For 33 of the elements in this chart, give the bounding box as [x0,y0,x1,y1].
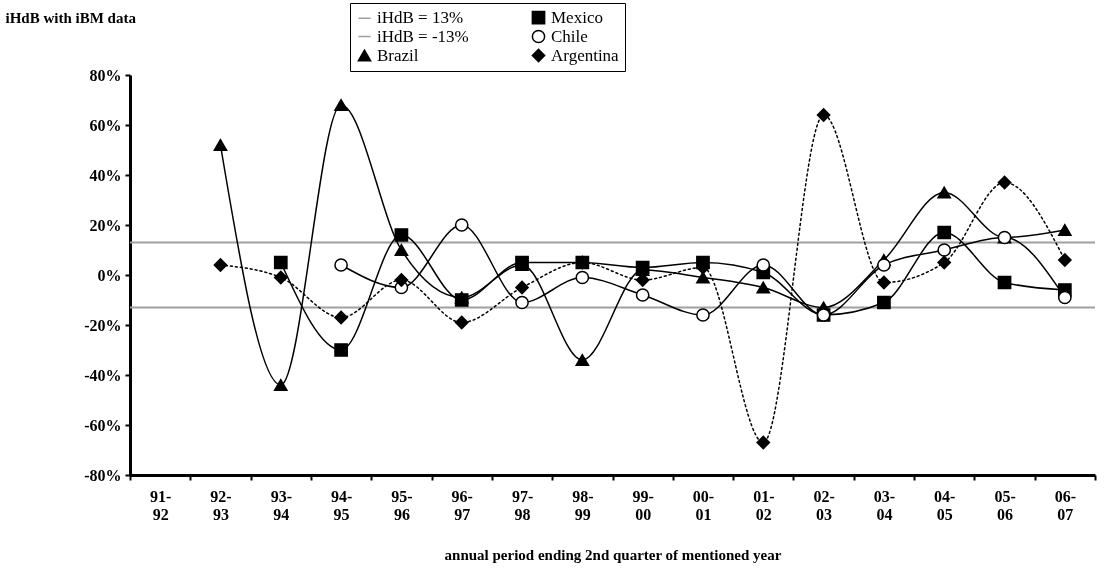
x-tick-label: 00-01 [692,487,715,523]
legend-label: iHdB = -13% [377,26,469,46]
y-tick-label: 40% [89,166,122,184]
x-tick-label: 05-06 [994,487,1016,523]
x-axis-title: annual period ending 2nd quarter of mentioned year [444,546,782,563]
y-tick-label: 80% [89,66,122,84]
x-tick-label: 94-95 [330,487,353,523]
x-tick-label: 95-96 [391,487,413,523]
x-tick-label: 96-97 [451,487,473,523]
legend-label: Mexico [551,7,603,27]
legend-label: Argentina [551,45,620,65]
y-tick-label: -80% [84,466,122,484]
y-tick-label: -20% [84,316,122,334]
x-tick-label: 03-04 [873,487,896,523]
x-tick-label: 92-93 [210,487,232,523]
x-tick-label: 02-03 [813,487,835,523]
x-tick-label: 97-98 [511,487,534,523]
y-tick-label: 0% [97,266,122,284]
x-tick-label: 04-05 [934,487,956,523]
y-tick-label: 60% [89,116,122,134]
legend-label: iHdB = 13% [377,8,464,28]
y-tick-label: 20% [89,216,122,234]
y-tick-label: -60% [84,416,122,434]
legend-label: Chile [551,26,588,46]
y-tick-label: -40% [84,366,122,384]
x-tick-label: 01-02 [753,487,775,523]
x-tick-label: 06-07 [1054,487,1077,523]
x-tick-label: 91-92 [149,487,172,523]
x-tick-label: 98-99 [572,487,594,523]
y-axis-title: iHdB with iBM data [5,9,137,26]
x-tick-label: 93-94 [270,487,292,523]
legend-label: Brazil [377,45,419,65]
x-tick-label: 99-00 [632,487,654,523]
